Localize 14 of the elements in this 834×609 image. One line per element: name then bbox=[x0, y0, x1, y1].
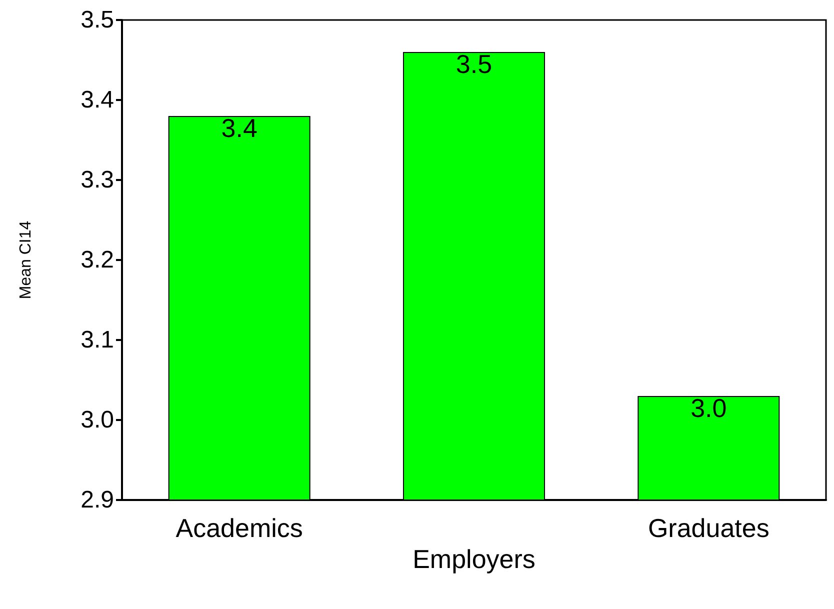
x-tick-label: Academics bbox=[176, 513, 303, 543]
x-tick-label: Graduates bbox=[648, 513, 770, 543]
y-tick-label: 3.5 bbox=[80, 6, 114, 34]
y-axis-title: Mean CI14 bbox=[18, 220, 34, 300]
y-tick-label: 2.9 bbox=[80, 486, 114, 514]
y-tick-label: 3.2 bbox=[80, 246, 114, 274]
data-label: 3.4 bbox=[221, 113, 258, 143]
data-label: 3.5 bbox=[456, 49, 492, 79]
x-tick-label: Employers bbox=[412, 544, 536, 574]
y-tick-label: 3.3 bbox=[80, 166, 114, 194]
y-tick-label: 3.1 bbox=[80, 326, 114, 354]
y-tick-label: 3.0 bbox=[80, 406, 114, 434]
data-label: 3.0 bbox=[690, 393, 727, 423]
y-tick-label: 3.4 bbox=[80, 86, 114, 114]
